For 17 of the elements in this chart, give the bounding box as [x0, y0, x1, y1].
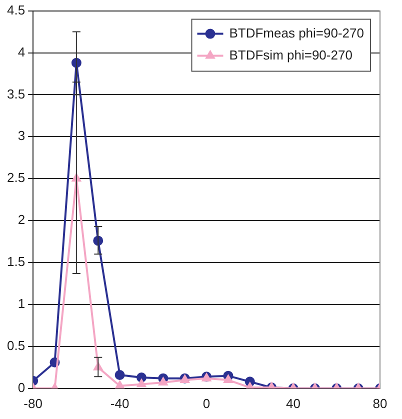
- x-tick-label: -80: [24, 396, 42, 411]
- y-tick-label: 2.5: [6, 170, 26, 186]
- y-tick-label: 3.5: [6, 86, 26, 102]
- y-tick-label: 4.5: [6, 2, 26, 18]
- x-tick-label: 0: [202, 396, 210, 411]
- y-tick-label: 1.5: [6, 254, 26, 270]
- y-tick-label: 3: [18, 128, 26, 144]
- legend-label: BTDFmeas phi=90-270: [229, 25, 364, 40]
- y-tick-label: 0.5: [6, 338, 26, 354]
- x-tick-label: 40: [286, 396, 300, 411]
- legend-label: BTDFsim phi=90-270: [229, 47, 352, 62]
- y-tick-label: 2: [18, 212, 26, 228]
- y-tick-label: 0: [18, 380, 26, 395]
- x-tick-label: -40: [110, 396, 130, 411]
- y-tick-label: 4: [18, 44, 26, 60]
- x-tick-label: 80: [372, 396, 388, 411]
- y-tick-label: 1: [18, 296, 26, 312]
